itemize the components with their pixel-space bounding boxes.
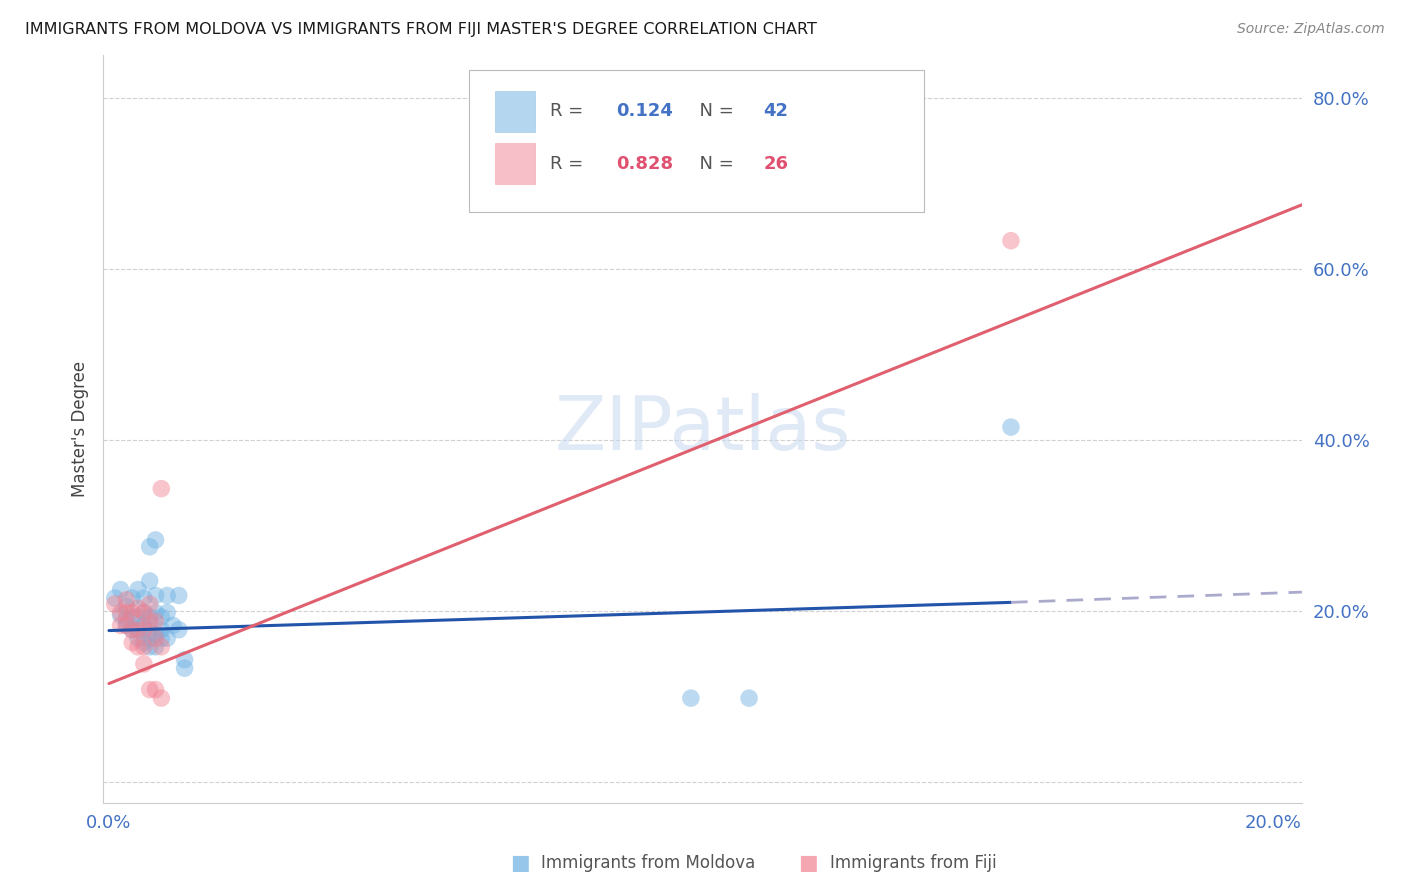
Point [145, 589, 167, 603]
Point [156, 589, 179, 603]
Point [110, 618, 132, 632]
Point [121, 610, 143, 624]
Point [145, 640, 167, 654]
Point [127, 640, 149, 654]
Point [127, 582, 149, 597]
Point [132, 618, 155, 632]
Point [156, 632, 179, 646]
Point [162, 618, 184, 632]
Text: 26: 26 [763, 154, 789, 173]
Point [167, 589, 190, 603]
Point [121, 635, 143, 649]
Point [167, 623, 190, 637]
Point [115, 606, 138, 620]
Text: N =: N = [688, 103, 740, 120]
Point [127, 623, 149, 637]
Point [1000, 234, 1022, 248]
Point [127, 601, 149, 615]
Point [110, 606, 132, 620]
Point [145, 627, 167, 641]
Text: N =: N = [688, 154, 740, 173]
Point [150, 482, 173, 496]
Point [138, 610, 160, 624]
Text: 0.124: 0.124 [616, 103, 673, 120]
Point [121, 623, 143, 637]
Point [738, 691, 761, 706]
Point [145, 614, 167, 628]
Text: IMMIGRANTS FROM MOLDOVA VS IMMIGRANTS FROM FIJI MASTER'S DEGREE CORRELATION CHAR: IMMIGRANTS FROM MOLDOVA VS IMMIGRANTS FR… [25, 22, 817, 37]
Point [115, 599, 138, 614]
Point [132, 640, 155, 654]
FancyBboxPatch shape [495, 143, 534, 184]
Text: Source: ZipAtlas.com: Source: ZipAtlas.com [1237, 22, 1385, 37]
Point [1000, 420, 1022, 434]
Point [121, 606, 143, 620]
FancyBboxPatch shape [468, 70, 924, 212]
Point [173, 653, 195, 667]
Point [104, 597, 127, 611]
Point [679, 691, 702, 706]
Point [132, 623, 155, 637]
Point [132, 606, 155, 620]
Point [104, 591, 127, 605]
Point [132, 635, 155, 649]
Point [150, 632, 173, 646]
Point [156, 606, 179, 620]
Point [150, 610, 173, 624]
Point [145, 533, 167, 547]
Point [121, 591, 143, 605]
Point [138, 597, 160, 611]
Point [173, 661, 195, 675]
Text: R =: R = [550, 103, 589, 120]
Point [127, 632, 149, 646]
Text: Immigrants from Fiji: Immigrants from Fiji [830, 855, 997, 872]
Text: 0.828: 0.828 [616, 154, 673, 173]
Text: ■: ■ [510, 854, 530, 873]
Point [138, 632, 160, 646]
Point [132, 591, 155, 605]
Y-axis label: Master's Degree: Master's Degree [72, 361, 89, 497]
Point [115, 618, 138, 632]
Point [145, 606, 167, 620]
Text: ■: ■ [799, 854, 818, 873]
Point [138, 623, 160, 637]
Point [132, 657, 155, 671]
Point [121, 623, 143, 637]
Point [110, 608, 132, 623]
Point [132, 606, 155, 620]
Text: 42: 42 [763, 103, 789, 120]
Point [138, 574, 160, 588]
Point [138, 540, 160, 554]
Text: R =: R = [550, 154, 589, 173]
Point [150, 640, 173, 654]
Point [110, 582, 132, 597]
Point [145, 682, 167, 697]
Point [115, 592, 138, 607]
Point [138, 640, 160, 654]
Point [115, 618, 138, 632]
Point [138, 682, 160, 697]
Point [115, 612, 138, 626]
Point [145, 632, 167, 646]
Point [150, 623, 173, 637]
FancyBboxPatch shape [495, 91, 534, 132]
Point [150, 691, 173, 706]
Point [127, 610, 149, 624]
Point [138, 614, 160, 628]
Text: ZIPatlas: ZIPatlas [554, 392, 851, 466]
Text: Immigrants from Moldova: Immigrants from Moldova [541, 855, 755, 872]
Point [127, 623, 149, 637]
